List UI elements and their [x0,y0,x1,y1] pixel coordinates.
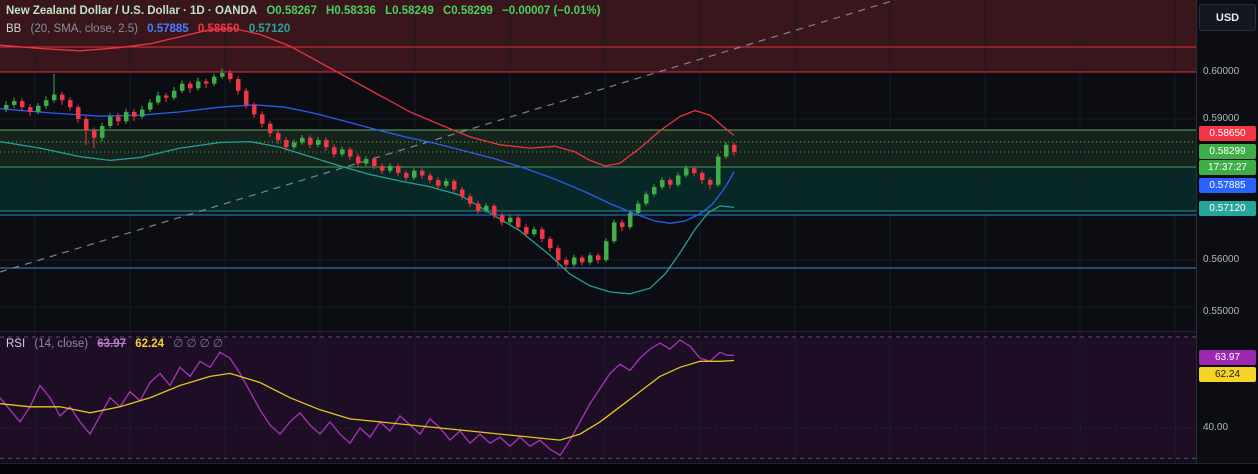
bb-upper-value: 0.58650 [197,23,240,35]
ohlc-open: O0.58267 [266,5,317,17]
bb-indicator-legend[interactable]: BB (20, SMA, close, 2.5) 0.57885 0.58650… [6,23,296,35]
bb-lower-price-label: 0.57120 [1199,201,1256,216]
bb-params: (20, SMA, close, 2.5) [30,23,138,35]
rsi-empty-values: ∅ ∅ ∅ ∅ [173,338,223,350]
ohlc-low: L0.58249 [385,5,434,17]
rsi-value: 63.97 [97,338,127,350]
symbol-legend[interactable]: New Zealand Dollar / U.S. Dollar · 1D · … [6,5,606,17]
symbol-title: New Zealand Dollar / U.S. Dollar · 1D · … [6,5,258,17]
price-tick-055000: 0.55000 [1203,306,1240,317]
bb-title: BB [6,23,22,35]
rsi-smooth-value: 62.24 [135,338,165,350]
bar-countdown-label: 17:37:27 [1199,160,1256,175]
price-tick-056000: 0.56000 [1203,254,1240,265]
bb-basis-price-label: 0.57885 [1199,178,1256,193]
ohlc-close: C0.58299 [442,5,493,17]
bb-upper-price-label: 0.58650 [1199,126,1256,141]
rsi-tick-40: 40.00 [1203,422,1229,433]
bb-lower-value: 0.57120 [248,23,291,35]
rsi-title: RSI [6,338,26,350]
ohlc-high: H0.58336 [326,5,376,17]
rsi-params: (14, close) [34,338,89,350]
price-change: −0.00007 (−0.01%) [502,5,601,17]
price-tick-059000: 0.59000 [1203,113,1240,124]
rsi-panel[interactable] [0,332,1196,463]
time-axis-bar[interactable] [0,463,1258,474]
rsi-chart-canvas[interactable] [0,332,1196,463]
price-chart-canvas[interactable] [0,0,1196,331]
price-scale[interactable]: 0.60000 0.59000 0.58650 0.58299 17:37:27 0.57… [1196,0,1258,463]
bb-basis-value: 0.57885 [147,23,189,35]
currency-toggle-button[interactable]: USD [1199,4,1256,31]
rsi-indicator-legend[interactable]: RSI (14, close) 63.97 62.24 ∅ ∅ ∅ ∅ [6,336,229,350]
price-chart-panel[interactable] [0,0,1196,331]
panel-separator[interactable] [0,331,1258,332]
last-price-label: 0.58299 [1199,144,1256,159]
rsi-value-label: 63.97 [1199,350,1256,365]
rsi-smooth-value-label: 62.24 [1199,367,1256,382]
price-tick-060000: 0.60000 [1203,66,1240,77]
